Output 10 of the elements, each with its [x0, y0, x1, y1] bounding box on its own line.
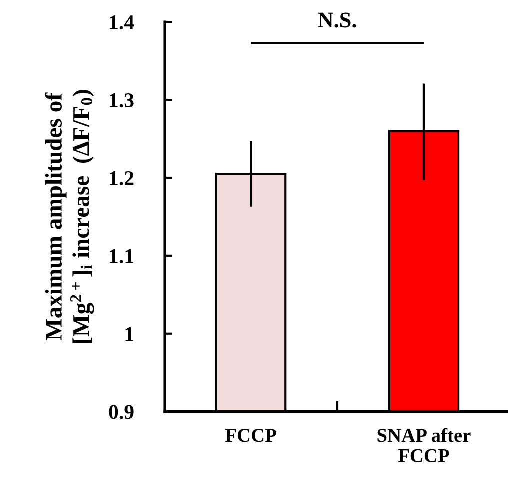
x-tick-label: FCCP [225, 429, 276, 442]
y-tick-label: 1.3 [110, 94, 134, 108]
x-tick-label: SNAP after FCCP [378, 428, 471, 462]
y-tick-label: 1 [126, 327, 134, 342]
y-tick-label: 0.9 [109, 405, 134, 420]
y-tick-label: 1.4 [110, 16, 134, 30]
y-axis-title: Maximum amplitudes of [Mg$^{2+}$]$_{i}$ increase (ΔF/F$_{0}$) [45, 90, 94, 344]
y-tick-label: 1.1 [110, 249, 134, 264]
annotation: N.S. [318, 12, 356, 28]
y-tick-label: 1.2 [110, 171, 134, 186]
